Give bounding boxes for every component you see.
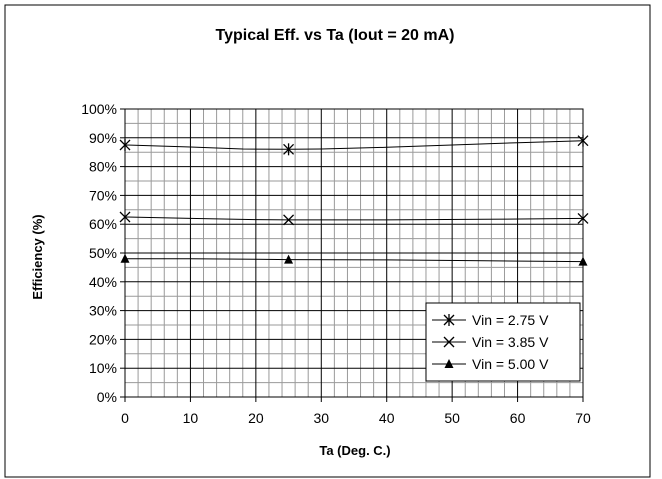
series-1-line bbox=[124, 140, 584, 150]
x-tick-label: 50 bbox=[444, 410, 460, 426]
legend-label: Vin = 2.75 V bbox=[472, 312, 549, 328]
x-axis-label: Ta (Deg. C.) bbox=[319, 443, 390, 458]
legend-label: Vin = 3.85 V bbox=[472, 334, 549, 350]
y-tick-label: 40% bbox=[89, 274, 117, 290]
series-2-point bbox=[577, 212, 589, 224]
chart-title: Typical Eff. vs Ta (Iout = 20 mA) bbox=[215, 27, 454, 44]
series-2-point bbox=[119, 211, 131, 223]
y-tick-label: 30% bbox=[89, 303, 117, 319]
legend-marker bbox=[443, 314, 455, 326]
y-tick-label: 70% bbox=[89, 187, 117, 203]
x-stroke bbox=[119, 211, 131, 223]
series-3-point bbox=[578, 256, 588, 266]
y-tick-label: 20% bbox=[89, 331, 117, 347]
triangle-shape bbox=[578, 256, 588, 266]
series-layer bbox=[119, 134, 589, 266]
series-1-point bbox=[577, 134, 589, 147]
y-axis-ticks: 0% 10% 20% 30% 40% 50% 60% 70% 80% 90% 100% bbox=[81, 101, 125, 405]
x-tick-label: 30 bbox=[313, 410, 329, 426]
triangle-shape bbox=[120, 253, 130, 263]
y-tick-label: 60% bbox=[89, 216, 117, 232]
y-tick-label: 10% bbox=[89, 360, 117, 376]
y-tick-label: 80% bbox=[89, 159, 117, 175]
series-1-point bbox=[283, 143, 295, 156]
y-axis-label: Efficiency (%) bbox=[30, 214, 45, 299]
y-tick-label: 50% bbox=[89, 245, 117, 261]
legend-marker bbox=[444, 359, 454, 368]
x-tick-label: 20 bbox=[248, 410, 264, 426]
series-1-point bbox=[119, 139, 131, 151]
triangle-shape bbox=[284, 254, 294, 264]
x-tick-label: 10 bbox=[183, 410, 199, 426]
legend-label: Vin = 5.00 V bbox=[472, 356, 549, 372]
series-2-point bbox=[283, 214, 295, 226]
x-stroke bbox=[283, 214, 295, 226]
series-3-point bbox=[284, 254, 294, 264]
x-tick-label: 60 bbox=[510, 410, 526, 426]
legend: Vin = 2.75 V Vin = 3.85 V Vin = 5.00 V bbox=[425, 302, 581, 382]
series-3-point bbox=[120, 253, 130, 263]
legend-marker bbox=[443, 336, 455, 348]
triangle-shape bbox=[444, 359, 454, 368]
x-tick-label: 0 bbox=[121, 410, 129, 426]
x-stroke bbox=[577, 212, 589, 224]
y-tick-label: 100% bbox=[81, 101, 117, 117]
y-tick-label: 90% bbox=[89, 130, 117, 146]
x-tick-label: 40 bbox=[379, 410, 395, 426]
x-stroke bbox=[443, 336, 455, 348]
x-tick-label: 70 bbox=[575, 410, 591, 426]
y-tick-label: 0% bbox=[97, 389, 117, 405]
x-axis-ticks: 0 10 20 30 40 50 60 70 bbox=[121, 397, 591, 426]
